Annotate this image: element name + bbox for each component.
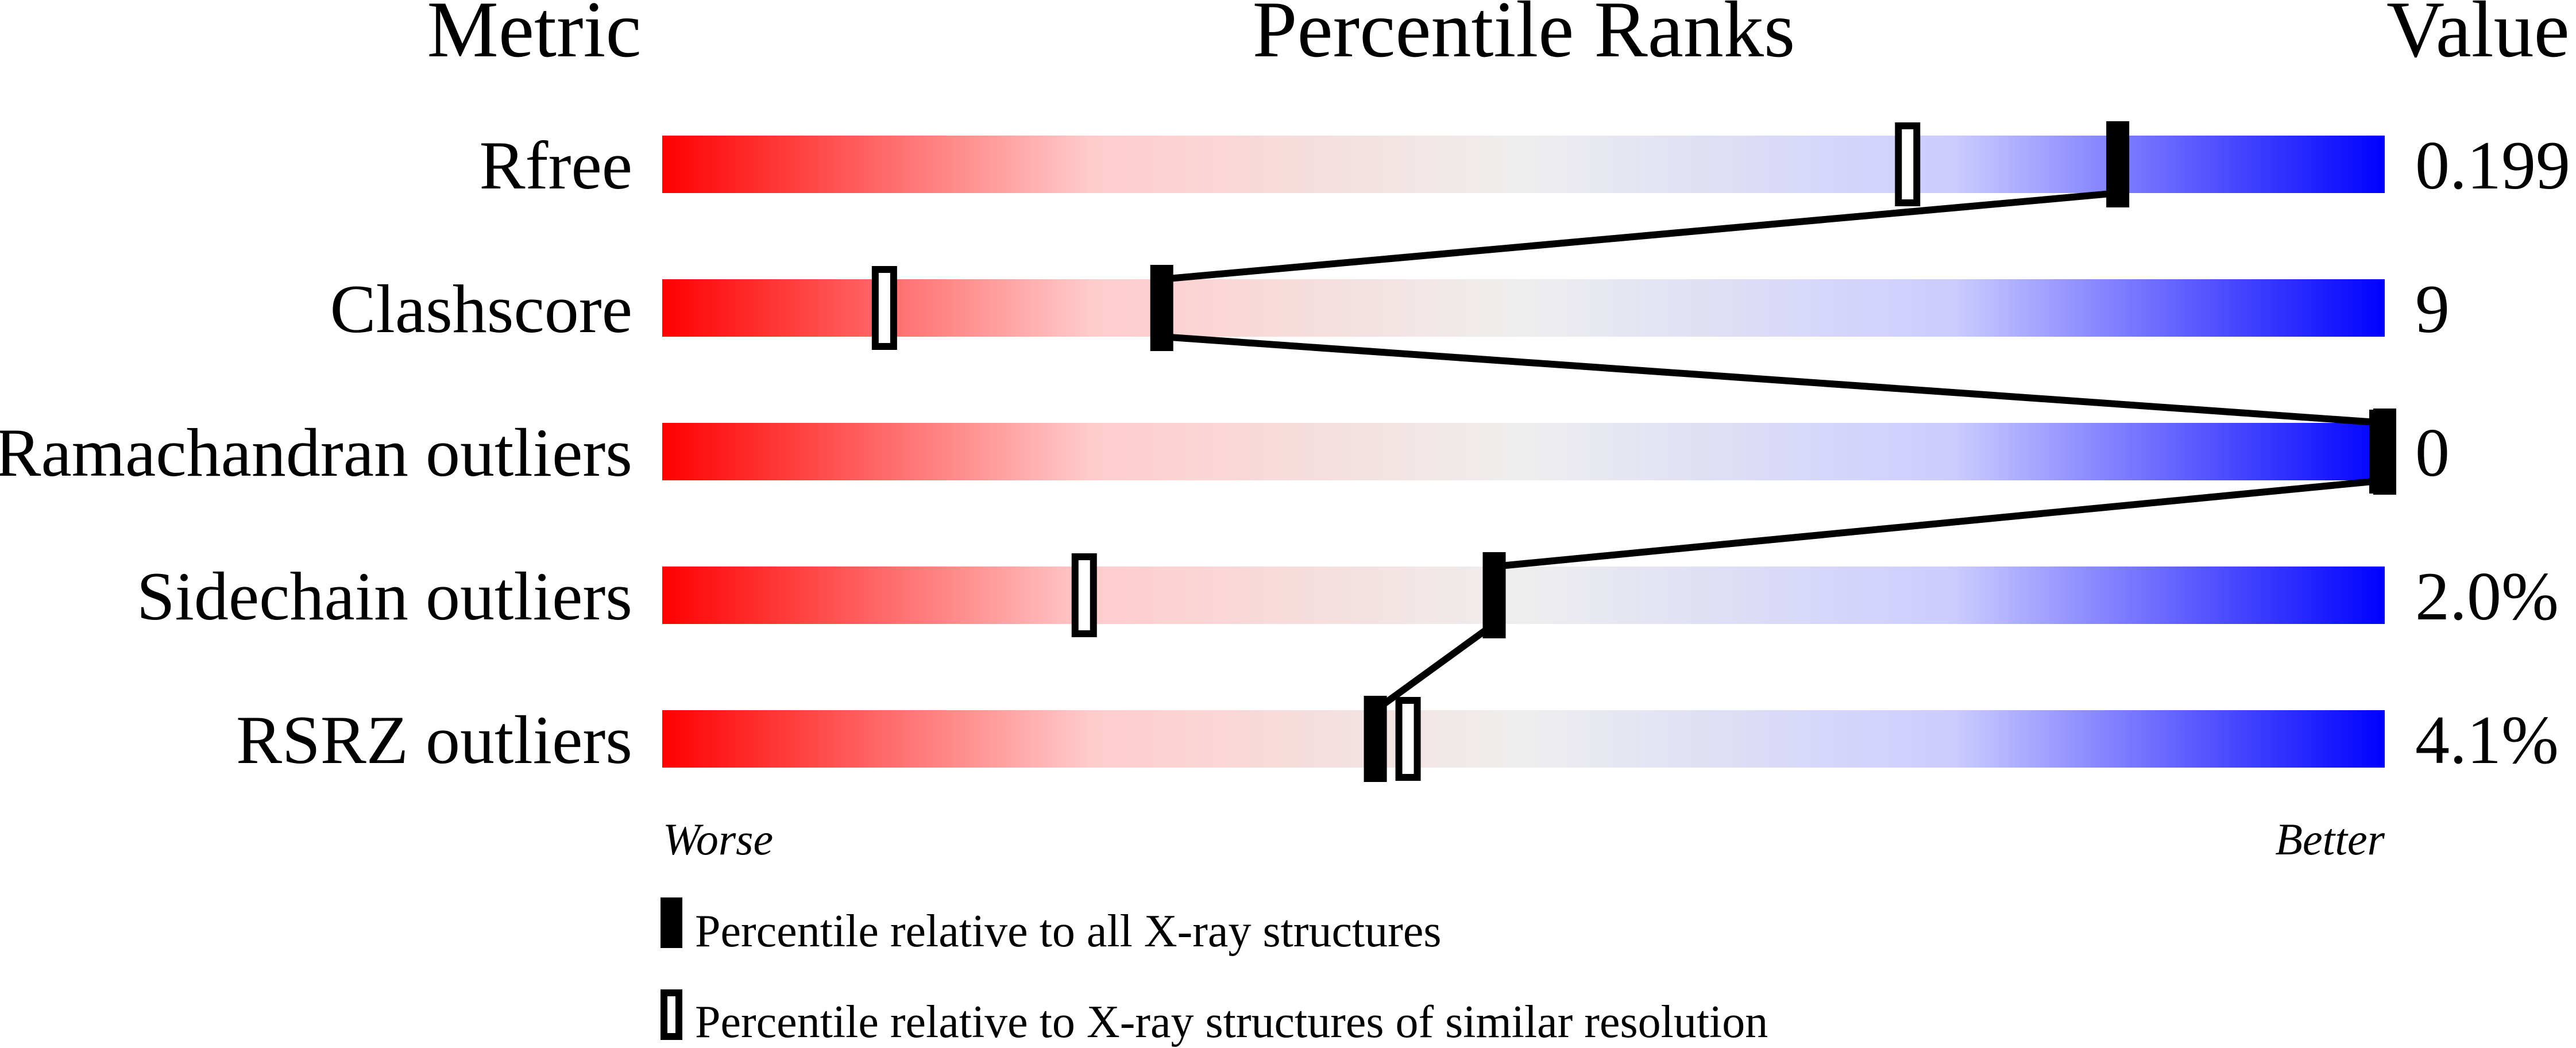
percentile-bar xyxy=(662,423,2385,480)
metric-label: RSRZ outliers xyxy=(236,702,632,778)
legend-hollow-marker xyxy=(661,989,682,1040)
legend-filled-label: Percentile relative to all X-ray structu… xyxy=(695,906,1441,957)
percentile-bar xyxy=(662,136,2385,193)
metric-value: 4.1% xyxy=(2415,702,2559,778)
worse-label: Worse xyxy=(663,814,773,864)
marker-all-structures xyxy=(1150,265,1173,351)
metric-value: 2.0% xyxy=(2415,558,2559,634)
metric-label: Clashscore xyxy=(330,271,632,347)
header-metric: Metric xyxy=(427,0,641,74)
better-label: Better xyxy=(2275,814,2385,864)
header-percentile-ranks: Percentile Ranks xyxy=(1253,0,1795,74)
legend-filled-marker xyxy=(661,897,682,948)
connector-line xyxy=(1161,190,2118,283)
connector-line xyxy=(1161,333,2385,426)
marker-similar-resolution xyxy=(1071,553,1097,637)
percentile-bar xyxy=(662,567,2385,624)
marker-similar-resolution xyxy=(1395,697,1421,781)
marker-all-structures xyxy=(1482,552,1506,638)
percentile-bar xyxy=(662,279,2385,337)
metric-value: 9 xyxy=(2415,271,2450,347)
metric-label: Rfree xyxy=(480,127,632,203)
connector-line xyxy=(1373,621,1497,713)
marker-similar-resolution xyxy=(1895,122,1921,206)
header-value: Value xyxy=(2386,0,2570,74)
metric-label: Ramachandran outliers xyxy=(0,414,632,491)
marker-all-structures xyxy=(2373,409,2396,495)
marker-similar-resolution xyxy=(871,266,897,350)
metric-value: 0.199 xyxy=(2415,127,2570,203)
connector-line xyxy=(1493,477,2385,570)
marker-all-structures xyxy=(2106,121,2130,207)
metric-value: 0 xyxy=(2415,414,2450,491)
metric-label: Sidechain outliers xyxy=(137,558,632,634)
legend-hollow-label: Percentile relative to X-ray structures … xyxy=(695,997,1768,1047)
marker-all-structures xyxy=(1364,696,1387,782)
percentile-bar xyxy=(662,710,2385,768)
